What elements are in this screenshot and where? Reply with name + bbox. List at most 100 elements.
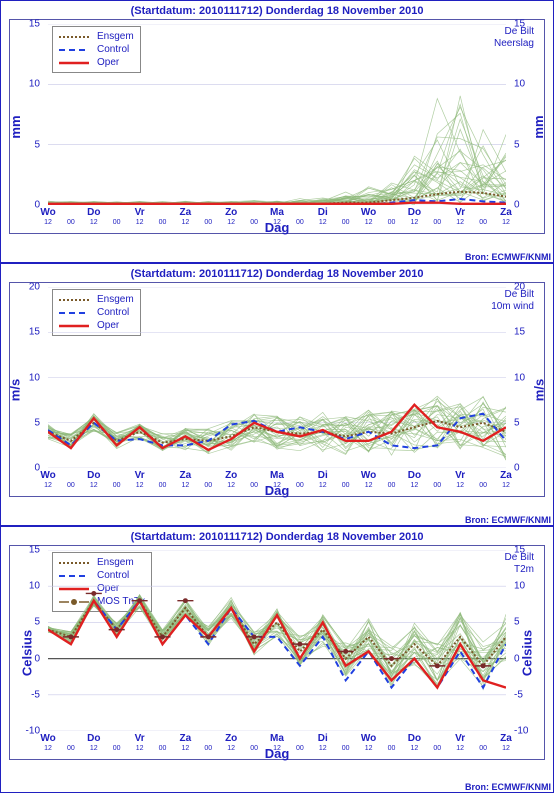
xtick-hour: 12 xyxy=(456,219,464,226)
xtick-day: Ma xyxy=(270,470,284,481)
xtick-hour: 12 xyxy=(365,745,373,752)
xtick-hour: 12 xyxy=(365,219,373,226)
xtick-day: Wo xyxy=(40,207,55,218)
xtick-hour: 00 xyxy=(479,482,487,489)
xtick-day: Wo xyxy=(361,733,376,744)
ytick: 5 xyxy=(510,617,544,628)
xtick-day: Ma xyxy=(270,207,284,218)
xtick-hour: 12 xyxy=(410,745,418,752)
xtick-hour: 12 xyxy=(502,219,510,226)
xtick-hour: 12 xyxy=(136,219,144,226)
location-name: De Bilt xyxy=(505,552,534,564)
ytick: 0 xyxy=(10,463,44,474)
xtick-hour: 12 xyxy=(456,745,464,752)
location-label: De BiltT2m xyxy=(505,552,534,576)
xtick-hour: 12 xyxy=(227,482,235,489)
ylabel-right: Celsius xyxy=(519,629,534,675)
xtick-day: Vr xyxy=(135,470,145,481)
xtick-hour: 00 xyxy=(113,219,121,226)
xtick-hour: 00 xyxy=(67,745,75,752)
xtick-hour: 00 xyxy=(204,219,212,226)
xtick-day: Do xyxy=(87,733,100,744)
yticks-left: 05101520 xyxy=(10,287,44,468)
xtick-hour: 12 xyxy=(181,219,189,226)
xtick-hour: 00 xyxy=(296,219,304,226)
ylabel-left: mm xyxy=(8,115,23,138)
plot-frame: 051015051015WoDoVrZaZoMaDiWoDoVrZa120012… xyxy=(9,19,545,234)
xtick-hour: 00 xyxy=(296,482,304,489)
xtick-day: Do xyxy=(87,470,100,481)
xtick-hour: 00 xyxy=(250,745,258,752)
xtick-hour: 12 xyxy=(90,219,98,226)
ytick: 0 xyxy=(510,200,544,211)
xtick-day: Do xyxy=(408,470,421,481)
xtick-hour: 12 xyxy=(227,745,235,752)
title-startdate: (Startdatum: 2010111712) xyxy=(131,5,263,17)
xtick-day: Di xyxy=(318,733,328,744)
xtick-hour: 00 xyxy=(433,745,441,752)
xtick-hour: 12 xyxy=(319,745,327,752)
title-date: Donderdag 18 November 2010 xyxy=(266,268,424,280)
xtick-hour: 00 xyxy=(113,482,121,489)
xtick-hour: 12 xyxy=(44,745,52,752)
title-date: Donderdag 18 November 2010 xyxy=(266,531,424,543)
ytick: 15 xyxy=(10,327,44,338)
xtick-day: Do xyxy=(408,207,421,218)
variable-name: T2m xyxy=(505,564,534,576)
ytick: 5 xyxy=(10,139,44,150)
xticks: WoDoVrZaZoMaDiWoDoVrZa120012001200120012… xyxy=(48,470,506,484)
plot-frame: -10-5051015-10-5051015WoDoVrZaZoMaDiWoDo… xyxy=(9,545,545,760)
xtick-hour: 12 xyxy=(227,219,235,226)
xticks: WoDoVrZaZoMaDiWoDoVrZa120012001200120012… xyxy=(48,733,506,747)
xtick-day: Vr xyxy=(455,207,465,218)
xtick-hour: 12 xyxy=(136,745,144,752)
source-label: Bron: ECMWF/KNMI xyxy=(465,515,551,525)
xtick-hour: 00 xyxy=(159,219,167,226)
xtick-day: Vr xyxy=(135,207,145,218)
panel-title: (Startdatum: 2010111712) Donderdag 18 No… xyxy=(9,531,545,543)
ytick: 15 xyxy=(10,545,44,556)
ytick: -5 xyxy=(510,689,544,700)
chart-panel-1: (Startdatum: 2010111712) Donderdag 18 No… xyxy=(1,264,553,527)
xtick-day: Ma xyxy=(270,733,284,744)
panel-title: (Startdatum: 2010111712) Donderdag 18 No… xyxy=(9,5,545,17)
chart-panel-2: (Startdatum: 2010111712) Donderdag 18 No… xyxy=(1,527,553,792)
ytick: 5 xyxy=(10,417,44,428)
ytick: -10 xyxy=(510,726,544,737)
xtick-hour: 12 xyxy=(502,482,510,489)
ylabel-left: m/s xyxy=(8,378,23,400)
xtick-hour: 12 xyxy=(136,482,144,489)
xtick-day: Wo xyxy=(40,733,55,744)
ytick: 20 xyxy=(10,282,44,293)
xtick-day: Do xyxy=(87,207,100,218)
xtick-hour: 12 xyxy=(90,745,98,752)
xtick-day: Za xyxy=(180,733,192,744)
xtick-hour: 00 xyxy=(159,745,167,752)
xtick-hour: 00 xyxy=(250,219,258,226)
xtick-hour: 00 xyxy=(204,745,212,752)
title-startdate: (Startdatum: 2010111712) xyxy=(131,268,263,280)
ytick: 15 xyxy=(510,327,544,338)
xtick-hour: 00 xyxy=(296,745,304,752)
xtick-hour: 12 xyxy=(410,482,418,489)
ylabel-right: mm xyxy=(531,115,546,138)
xtick-day: Wo xyxy=(361,207,376,218)
xtick-day: Za xyxy=(180,470,192,481)
xtick-hour: 12 xyxy=(181,745,189,752)
xtick-day: Do xyxy=(408,733,421,744)
xticks: WoDoVrZaZoMaDiWoDoVrZa120012001200120012… xyxy=(48,207,506,221)
ytick: 15 xyxy=(10,19,44,30)
xtick-hour: 12 xyxy=(319,482,327,489)
ytick: 0 xyxy=(10,200,44,211)
xtick-day: Vr xyxy=(135,733,145,744)
xtick-hour: 00 xyxy=(342,219,350,226)
title-startdate: (Startdatum: 2010111712) xyxy=(131,531,263,543)
xtick-day: Za xyxy=(500,470,512,481)
chart-area xyxy=(48,287,506,468)
xtick-hour: 00 xyxy=(113,745,121,752)
chart-area xyxy=(48,24,506,205)
xtick-hour: 00 xyxy=(67,219,75,226)
xtick-day: Vr xyxy=(455,733,465,744)
xlabel: Dag xyxy=(265,220,290,235)
xtick-hour: 00 xyxy=(479,219,487,226)
